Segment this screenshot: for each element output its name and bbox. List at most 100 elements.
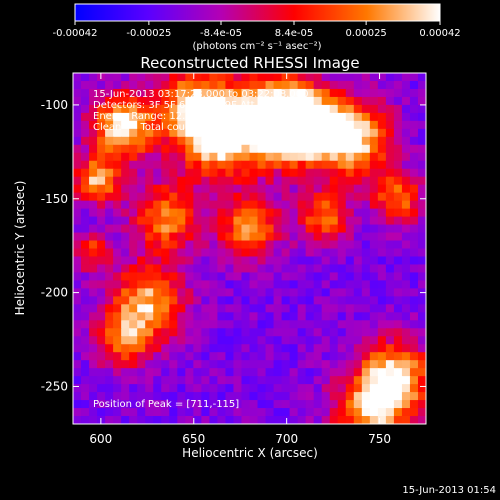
heatmap-cell: [345, 240, 355, 250]
heatmap-cell: [169, 384, 178, 393]
heatmap-cell: [89, 376, 98, 385]
heatmap-cell: [201, 408, 210, 417]
heatmap-cell: [185, 144, 194, 154]
heatmap-cell: [201, 320, 210, 329]
heatmap-cell: [97, 144, 106, 154]
heatmap-cell: [289, 248, 299, 258]
heatmap-cell: [297, 328, 307, 337]
heatmap-cell: [121, 376, 130, 385]
heatmap-cell: [105, 176, 114, 186]
heatmap-cell: [121, 144, 130, 154]
heatmap-cell: [97, 208, 106, 218]
heatmap-cell: [129, 136, 138, 146]
heatmap-cell: [73, 280, 82, 289]
heatmap-cell: [305, 336, 315, 345]
heatmap-cell: [73, 296, 82, 305]
heatmap-cell: [321, 144, 331, 154]
heatmap-cell: [265, 96, 275, 106]
heatmap-cell: [193, 288, 202, 297]
heatmap-cell: [281, 328, 291, 337]
heatmap-cell: [89, 272, 98, 282]
heatmap-cell: [217, 312, 227, 321]
heatmap-cell: [145, 176, 154, 186]
heatmap-cell: [113, 224, 122, 234]
heatmap-cell: [257, 384, 267, 393]
heatmap-cell: [73, 224, 82, 234]
heatmap-cell: [97, 256, 106, 266]
heatmap-cell: [193, 360, 202, 369]
heatmap-cell: [265, 368, 275, 377]
heatmap-cell: [73, 392, 82, 401]
heatmap-cell: [89, 80, 98, 90]
heatmap-cell: [385, 376, 395, 385]
heatmap-cell: [289, 240, 299, 250]
heatmap-cell: [185, 328, 194, 337]
heatmap-cell: [97, 288, 106, 297]
heatmap-cell: [409, 248, 419, 258]
heatmap-cell: [345, 120, 355, 130]
heatmap-cell: [289, 288, 299, 297]
heatmap-cell: [305, 248, 315, 258]
heatmap-cell: [113, 112, 122, 122]
heatmap-cell: [289, 80, 299, 90]
heatmap-cell: [289, 216, 299, 226]
heatmap-cell: [177, 368, 186, 377]
heatmap-cell: [401, 168, 411, 178]
heatmap-cell: [97, 200, 106, 210]
heatmap-cell: [297, 304, 307, 313]
heatmap-cell: [209, 376, 219, 385]
heatmap-cell: [241, 200, 251, 210]
heatmap-cell: [313, 240, 323, 250]
heatmap-cell: [401, 288, 411, 297]
heatmap-cell: [329, 264, 339, 274]
heatmap-cell: [305, 256, 315, 266]
heatmap-cell: [345, 152, 355, 162]
heatmap-cell: [321, 304, 331, 313]
heatmap-cell: [209, 184, 219, 194]
heatmap-cell: [393, 184, 403, 194]
heatmap-cell: [337, 184, 347, 194]
heatmap-cell: [257, 200, 267, 210]
heatmap-cell: [337, 80, 347, 90]
heatmap-cell: [345, 296, 355, 305]
colorbar: -0.00042 -0.00025 -8.4e-05 8.4e-05 0.00025 0.…: [53, 3, 461, 52]
heatmap-cell: [369, 96, 379, 106]
heatmap-cell: [153, 376, 162, 385]
heatmap-cell: [233, 104, 243, 114]
heatmap-cell: [305, 328, 315, 337]
heatmap-cell: [321, 392, 331, 401]
heatmap-cell: [369, 128, 379, 138]
heatmap-cell: [137, 264, 146, 274]
heatmap-cell: [345, 392, 355, 401]
heatmap-cell: [177, 328, 186, 337]
heatmap-cell: [273, 200, 283, 210]
heatmap-cell: [345, 136, 355, 146]
heatmap-cell: [145, 240, 154, 250]
heatmap-cell: [225, 112, 235, 122]
heatmap-cell: [297, 384, 307, 393]
heatmap-cell: [73, 248, 82, 258]
heatmap-cell: [337, 144, 347, 154]
heatmap-cell: [137, 408, 146, 417]
heatmap-cell: [353, 272, 363, 282]
heatmap-cell: [185, 232, 194, 242]
heatmap-cell: [393, 104, 403, 114]
heatmap-cell: [345, 144, 355, 154]
heatmap-cell: [305, 304, 315, 313]
heatmap-cell: [265, 280, 275, 289]
heatmap-cell: [121, 216, 130, 226]
heatmap-cell: [265, 168, 275, 178]
heatmap-cell: [305, 320, 315, 329]
heatmap-cell: [345, 408, 355, 417]
heatmap-cell: [185, 376, 194, 385]
heatmap-cell: [217, 144, 227, 154]
heatmap-cell: [185, 184, 194, 194]
heatmap-cell: [97, 328, 106, 337]
heatmap-cell: [401, 280, 411, 289]
heatmap-cell: [81, 328, 90, 337]
heatmap-cell: [81, 184, 90, 194]
heatmap-cell: [385, 288, 395, 297]
heatmap-cell: [401, 352, 411, 361]
heatmap-cell: [273, 160, 283, 170]
heatmap-cell: [329, 368, 339, 377]
